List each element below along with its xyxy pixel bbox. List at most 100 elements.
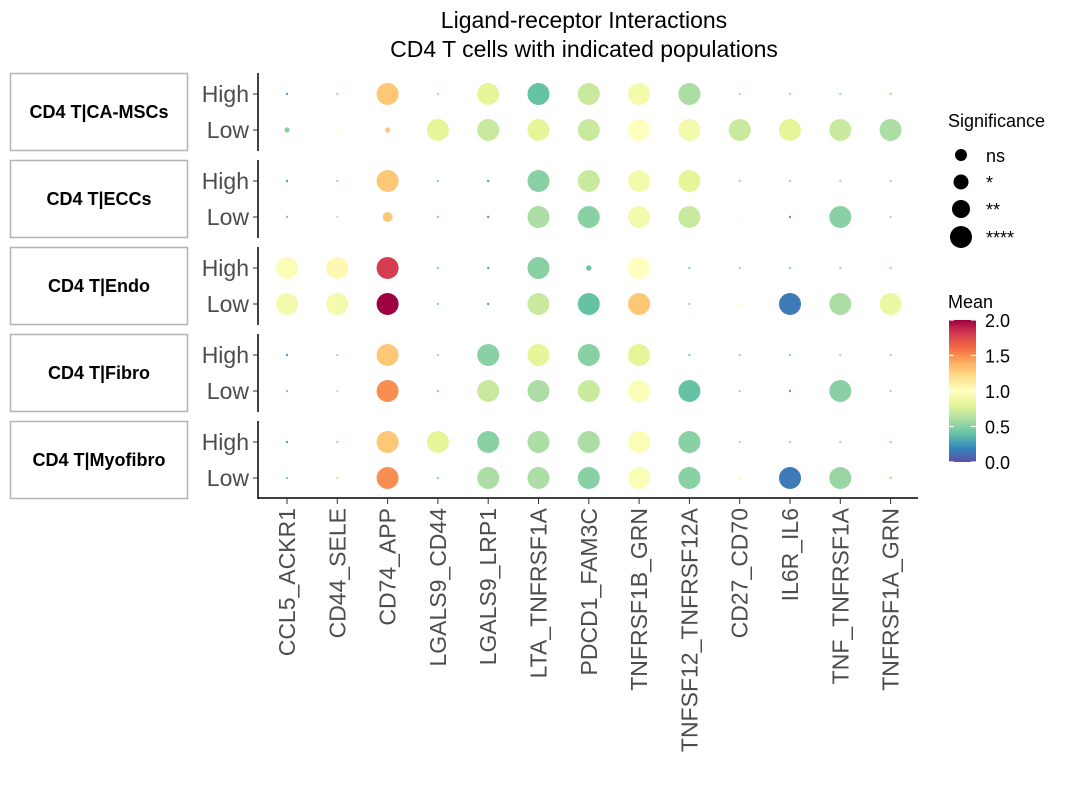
legend-size-key xyxy=(955,149,967,161)
x-tick-label: CCL5_ACKR1 xyxy=(274,508,300,656)
dot-point xyxy=(678,206,701,228)
dot-point xyxy=(738,215,741,219)
dot-point xyxy=(788,389,792,393)
dot-point xyxy=(527,257,550,279)
y-tick-label: Low xyxy=(207,378,250,404)
dot-point xyxy=(487,179,490,183)
x-tick-label: TNFRSF1A_GRN xyxy=(878,508,904,691)
x-tick-label: CD27_CD70 xyxy=(727,508,753,638)
y-tick-label: High xyxy=(202,342,249,368)
dot-point xyxy=(628,467,651,489)
dot-point xyxy=(336,440,339,444)
dot-point xyxy=(628,170,651,192)
mean-legend-title: Mean xyxy=(948,292,993,312)
dot-point xyxy=(376,257,399,279)
dot-point xyxy=(577,119,600,141)
dot-point xyxy=(426,431,449,453)
colorbar-label: 2.0 xyxy=(985,311,1010,331)
dot-point xyxy=(336,128,339,132)
dot-point xyxy=(738,440,741,444)
dot-point xyxy=(336,476,339,480)
dot-point xyxy=(577,170,600,192)
dot-point xyxy=(436,215,440,219)
dot-point xyxy=(678,467,701,489)
dot-point xyxy=(477,119,500,141)
dot-point xyxy=(738,179,741,183)
dot-point xyxy=(285,440,289,444)
dot-point xyxy=(276,293,298,315)
colorbar-label: 1.5 xyxy=(985,347,1010,367)
strip-box xyxy=(9,246,189,326)
dot-point xyxy=(382,212,393,222)
dot-point xyxy=(436,179,440,183)
dot-point xyxy=(436,92,440,96)
dot-point xyxy=(285,389,289,393)
dot-point xyxy=(839,440,842,444)
dot-point xyxy=(527,119,550,141)
mean-legend: Mean 0.0 0.5 1.0 1.5 2.0 xyxy=(948,292,1010,473)
dot-point xyxy=(738,353,741,357)
dot-point xyxy=(829,119,852,141)
x-axis: CCL5_ACKR1 CD44_SELE CD74_APP LGALS9_CD44 LG… xyxy=(258,497,918,752)
dot-point xyxy=(879,119,902,141)
dot-point xyxy=(678,83,701,105)
x-tick-label: IL6R_IL6 xyxy=(777,508,803,601)
panel-4: CD4 T|Myofibro High Low xyxy=(9,420,892,500)
dot-point xyxy=(477,380,500,402)
dot-point xyxy=(839,179,842,183)
significance-legend-title: Significance xyxy=(948,111,1045,131)
dot-point xyxy=(788,215,792,219)
dot-point xyxy=(385,127,391,133)
dot-point xyxy=(436,353,440,357)
x-tick-label: PDCD1_FAM3C xyxy=(576,508,602,675)
dot-point xyxy=(586,265,592,271)
dot-point xyxy=(436,266,440,270)
dot-point xyxy=(285,476,289,480)
dot-point xyxy=(779,119,801,141)
dot-point xyxy=(285,215,289,219)
x-tick-label: TNFRSF1B_GRN xyxy=(626,508,652,691)
dot-point xyxy=(577,380,600,402)
strip-label: CD4 T|ECCs xyxy=(46,189,151,209)
dot-point xyxy=(436,476,440,480)
dot-point xyxy=(829,380,852,402)
dot-point xyxy=(728,119,751,141)
dot-point xyxy=(628,206,651,228)
dot-point xyxy=(688,266,691,270)
strip-label: CD4 T|Fibro xyxy=(48,363,150,383)
dot-point xyxy=(577,344,600,366)
dot-point xyxy=(889,215,892,219)
legend-size-label: **** xyxy=(986,228,1014,248)
dot-point xyxy=(889,476,892,480)
dot-point xyxy=(889,353,892,357)
strip-label: CD4 T|Myofibro xyxy=(32,450,165,470)
dot-point xyxy=(376,170,399,192)
chart-title: Ligand-receptor Interactions xyxy=(441,7,727,33)
dot-point xyxy=(889,92,892,96)
legend-size-label: * xyxy=(986,173,993,193)
y-tick-label: Low xyxy=(207,117,250,143)
legend-size-key xyxy=(953,174,969,190)
dot-point xyxy=(376,380,399,402)
dot-point xyxy=(889,389,892,393)
dot-point xyxy=(426,119,449,141)
dot-point xyxy=(527,83,550,105)
x-tick-label: TNF_TNFRSF1A xyxy=(827,507,853,684)
legend-size-key xyxy=(952,200,970,218)
dot-point xyxy=(527,344,550,366)
strip-label: CD4 T|Endo xyxy=(48,276,150,296)
dot-point xyxy=(889,266,892,270)
dot-point xyxy=(839,353,842,357)
x-tick-label: CD44_SELE xyxy=(324,508,350,638)
dot-point xyxy=(678,431,701,453)
x-tick-label: LTA_TNFRSF1A xyxy=(526,507,552,678)
dot-point xyxy=(285,179,289,183)
strip-box xyxy=(9,333,189,413)
strip-box xyxy=(9,72,189,152)
dot-point xyxy=(577,83,600,105)
panel-2: CD4 T|Endo High Low xyxy=(9,246,902,326)
dot-point xyxy=(628,257,651,279)
dot-point xyxy=(788,179,792,183)
